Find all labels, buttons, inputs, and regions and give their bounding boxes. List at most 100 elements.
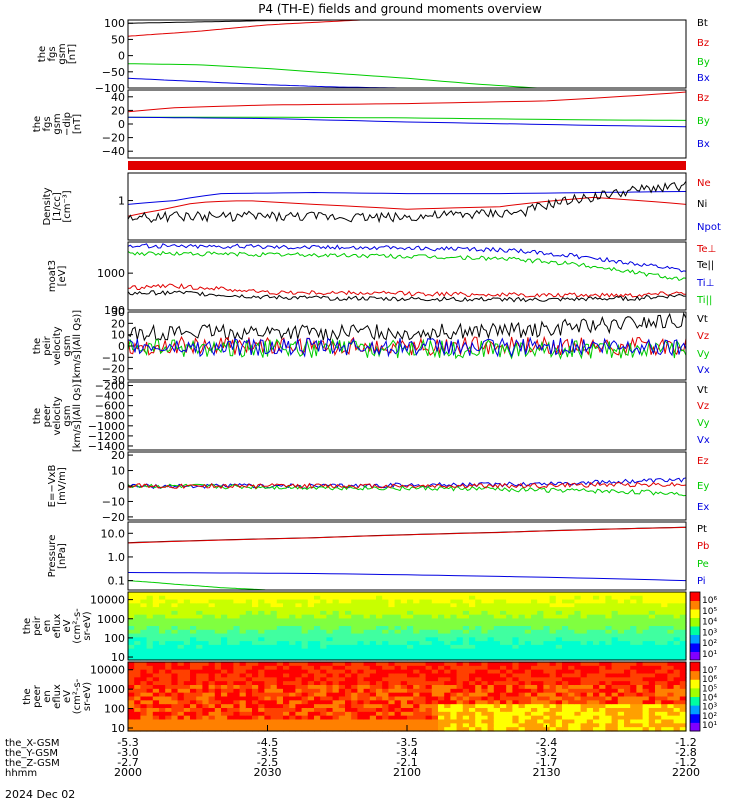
- heatmap-cell: [171, 641, 179, 646]
- heatmap-cell: [636, 599, 644, 604]
- heatmap-cell: [574, 592, 582, 597]
- y-tick-label: 0: [118, 118, 125, 131]
- heatmap-cell: [444, 669, 451, 675]
- heatmap-cell: [642, 673, 650, 678]
- heatmap-cell: [152, 633, 160, 638]
- heatmap-cell: [599, 677, 606, 682]
- heatmap-cell: [357, 603, 365, 608]
- heatmap-cell: [661, 715, 668, 721]
- heatmap-cell: [276, 599, 284, 604]
- heatmap-cell: [487, 637, 495, 642]
- heatmap-cell: [369, 610, 377, 616]
- heatmap-cell: [419, 644, 427, 650]
- heatmap-cell: [562, 681, 569, 686]
- heatmap-cell: [159, 727, 166, 732]
- heatmap-cell: [196, 685, 203, 690]
- heatmap-cell: [661, 652, 668, 657]
- heatmap-cell: [413, 727, 420, 732]
- heatmap-cell: [388, 700, 396, 705]
- heatmap-cell: [543, 696, 551, 701]
- heatmap-cell: [245, 652, 253, 657]
- heatmap-cell: [469, 719, 476, 724]
- heatmap-cell: [295, 723, 303, 728]
- heatmap-cell: [369, 652, 377, 657]
- heatmap-cell: [518, 673, 526, 678]
- heatmap-cell: [673, 669, 681, 675]
- y-axis-label-line: en: [42, 690, 53, 703]
- heatmap-cell: [413, 656, 420, 661]
- heatmap-cell: [469, 610, 476, 616]
- heatmap-cell: [636, 681, 644, 686]
- heatmap-cell: [146, 673, 154, 678]
- heatmap-cell: [345, 626, 352, 631]
- heatmap-cell: [524, 595, 532, 601]
- heatmap-cell: [586, 715, 594, 721]
- heatmap-cell: [555, 603, 563, 608]
- heatmap-cell: [152, 727, 160, 732]
- heatmap-cell: [140, 696, 148, 701]
- y-axis-label: thepeerenefluxeV(cm²-s-sr-eV): [22, 678, 93, 714]
- heatmap-cell: [617, 700, 625, 705]
- heatmap-cell: [152, 665, 160, 671]
- heatmap-cell: [152, 610, 160, 616]
- y-axis-label-line: Pressure: [47, 535, 58, 578]
- heatmap-cell: [661, 648, 668, 654]
- heatmap-cell: [456, 592, 464, 597]
- heatmap-cell: [493, 595, 501, 601]
- heatmap-cell: [351, 708, 358, 713]
- heatmap-cell: [146, 677, 154, 682]
- heatmap-cell: [208, 644, 216, 650]
- heatmap-cell: [580, 704, 588, 709]
- heatmap-cell: [146, 696, 154, 701]
- heatmap-cell: [345, 637, 352, 642]
- heatmap-cell: [159, 610, 166, 616]
- heatmap-cell: [636, 644, 644, 650]
- heatmap-cell: [394, 641, 402, 646]
- heatmap-cell: [630, 711, 637, 717]
- heatmap-cell: [493, 700, 501, 705]
- heatmap-cell: [574, 622, 582, 627]
- heatmap-cell: [276, 629, 284, 635]
- heatmap-cell: [208, 626, 216, 631]
- heatmap-cell: [444, 662, 451, 667]
- heatmap-cell: [611, 648, 619, 654]
- heatmap-cell: [487, 599, 495, 604]
- heatmap-cell: [506, 665, 513, 671]
- heatmap-cell: [258, 656, 265, 661]
- heatmap-cell: [642, 669, 650, 675]
- heatmap-cell: [369, 614, 377, 620]
- heatmap-cell: [568, 704, 575, 709]
- heatmap-cell: [345, 715, 352, 721]
- heatmap-cell: [419, 603, 427, 608]
- heatmap-cell: [636, 626, 644, 631]
- heatmap-cell: [555, 662, 563, 667]
- heatmap-cell: [388, 719, 396, 724]
- heatmap-cell: [146, 592, 154, 597]
- heatmap-cell: [177, 656, 185, 661]
- heatmap-cell: [190, 669, 197, 675]
- heatmap-cell: [531, 656, 538, 661]
- heatmap-cell: [673, 603, 681, 608]
- heatmap-cell: [134, 704, 141, 709]
- heatmap-cell: [338, 629, 346, 635]
- heatmap-cell: [642, 681, 650, 686]
- heatmap-cell: [431, 681, 439, 686]
- heatmap-cell: [444, 685, 451, 690]
- heatmap-cell: [617, 592, 625, 597]
- heatmap-cell: [555, 685, 563, 690]
- heatmap-cell: [543, 592, 551, 597]
- heatmap-cell: [369, 704, 377, 709]
- heatmap-cell: [617, 637, 625, 642]
- heatmap-cell: [140, 607, 148, 612]
- heatmap-cell: [239, 614, 247, 620]
- y-tick-label: −600: [95, 400, 125, 413]
- heatmap-cell: [233, 711, 241, 717]
- heatmap-cell: [611, 595, 619, 601]
- heatmap-cell: [221, 673, 228, 678]
- heatmap-cell: [338, 681, 346, 686]
- heatmap-cell: [562, 610, 569, 616]
- heatmap-cell: [165, 603, 172, 608]
- heatmap-cell: [568, 641, 575, 646]
- heatmap-cell: [388, 656, 396, 661]
- heatmap-cell: [475, 652, 482, 657]
